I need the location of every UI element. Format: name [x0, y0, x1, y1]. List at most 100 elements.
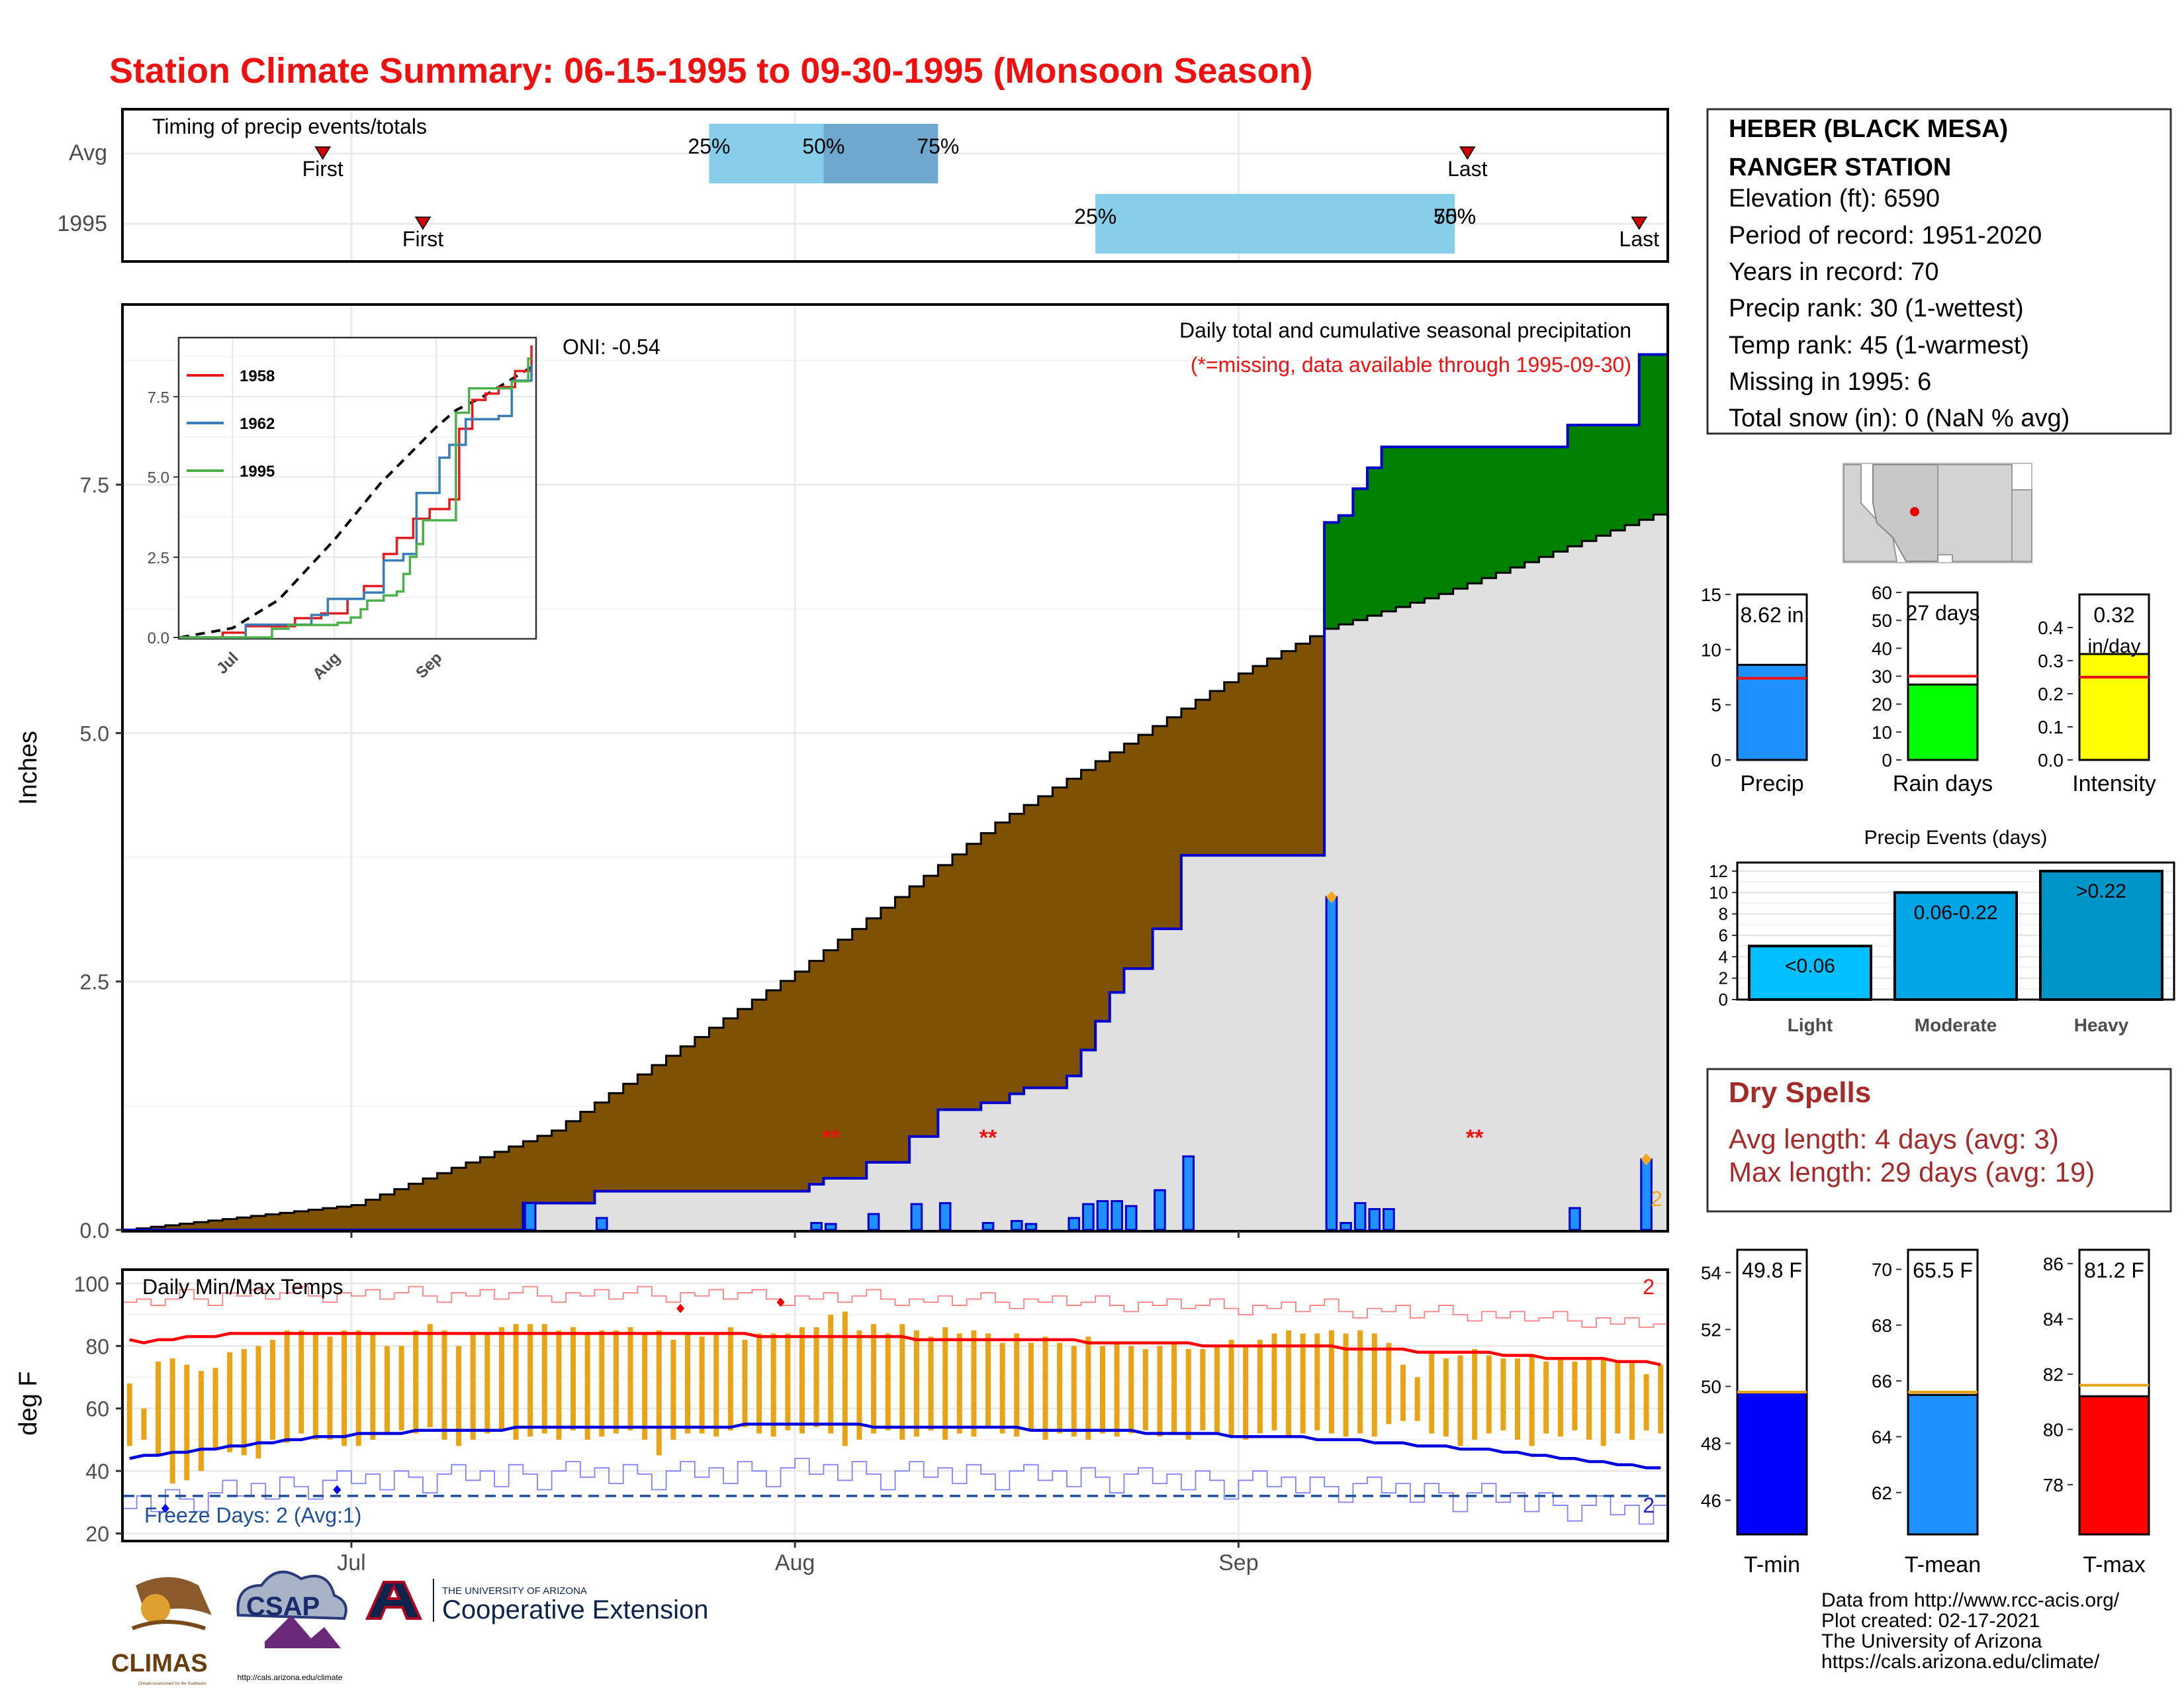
- deficit-area: [1238, 673, 1253, 856]
- deficit-area: [666, 1055, 681, 1192]
- deficit-area: [1138, 735, 1154, 969]
- summary-value-label: 81.2 F: [2084, 1258, 2144, 1282]
- state-outline-nm: [1937, 464, 2013, 562]
- daily-temp-bar: [370, 1333, 376, 1440]
- daily-precip-bar: [867, 1213, 880, 1231]
- csap-logo: CSAP http://cals.arizona.edu/climate: [236, 1570, 347, 1682]
- daily-temp-bar: [1314, 1333, 1320, 1430]
- main-chart-title: Daily total and cumulative seasonal prec…: [1179, 318, 1631, 342]
- figure-title: Station Climate Summary: 06-15-1995 to 0…: [109, 51, 1313, 91]
- timing-last-label: Last: [1619, 227, 1660, 251]
- main-ytick-label: 2.5: [80, 970, 109, 994]
- temp-ytick-label: 60: [85, 1397, 109, 1421]
- inset-series-line-1995: [180, 357, 532, 639]
- timing-label: Timing of precip events/totals: [152, 115, 427, 138]
- daily-temp-bar: [584, 1333, 590, 1440]
- main-ytick-label: 7.5: [80, 473, 109, 497]
- daily-temp-bar: [1472, 1349, 1478, 1440]
- daily-temp-bar: [1629, 1361, 1635, 1440]
- missing-marker: **: [1466, 1125, 1484, 1150]
- daily-temp-bar: [670, 1339, 676, 1440]
- daily-temp-bar: [871, 1324, 877, 1434]
- record-high-marker: [776, 1297, 785, 1307]
- daily-temp-bar: [713, 1333, 719, 1437]
- daily-precip-bar: [981, 1221, 995, 1231]
- daily-temp-bar: [470, 1333, 476, 1440]
- events-category-label: Moderate: [1915, 1015, 1997, 1035]
- inset-legend-label: 1995: [240, 463, 275, 481]
- daily-temp-bar: [742, 1339, 748, 1428]
- main-count-label: 2: [1651, 1187, 1662, 1211]
- daily-temp-bar: [1514, 1358, 1520, 1440]
- events-ytick-label: 10: [1709, 882, 1728, 902]
- daily-temp-bar: [1042, 1336, 1048, 1440]
- inset-series-line-1958: [180, 345, 533, 639]
- summary-ytick-label: 20: [1872, 694, 1892, 715]
- daily-temp-bar: [456, 1346, 462, 1446]
- deficit-area: [480, 1157, 495, 1230]
- daily-temp-bar: [913, 1330, 919, 1437]
- surplus-area: [1596, 425, 1612, 536]
- record-low-line: [122, 1458, 1668, 1525]
- dry-spells-avg: Avg length: 4 days (avg: 3): [1729, 1123, 2059, 1154]
- deficit-area: [981, 833, 996, 1103]
- deficit-area: [838, 939, 853, 1178]
- summary-ytick-label: 80: [2043, 1419, 2064, 1440]
- summary-value-bar: [1736, 663, 1808, 761]
- timing-first-label: First: [402, 227, 443, 251]
- station-info-line: Precip rank: 30 (1-wettest): [1729, 295, 2024, 322]
- daily-precip-bar: [1024, 1223, 1038, 1231]
- deficit-area: [752, 1000, 767, 1192]
- summary-panel-label: Precip: [1740, 771, 1803, 796]
- surplus-area: [1424, 447, 1439, 598]
- deficit-area: [923, 875, 938, 1137]
- precip-events-panel: Precip Events (days) <0.06 Light 0.06-0.22…: [1709, 827, 2175, 1035]
- deficit-area: [680, 1046, 696, 1192]
- summary-ytick-label: 30: [1872, 667, 1892, 687]
- daily-temp-bar: [813, 1327, 819, 1428]
- daily-precip-bar: [523, 1201, 537, 1231]
- surplus-area: [1467, 447, 1482, 584]
- daily-temp-bar: [1171, 1342, 1177, 1434]
- timing-first-label: First: [302, 157, 343, 181]
- daily-temp-bar: [1371, 1333, 1377, 1437]
- summary-ytick-label: 86: [2043, 1254, 2064, 1274]
- summary-ytick-label: 68: [1872, 1315, 1892, 1336]
- oni-label: ONI: -0.54: [563, 335, 660, 359]
- daily-temp-bar: [1271, 1333, 1277, 1430]
- daily-temp-bar: [398, 1346, 404, 1430]
- surplus-area: [1582, 425, 1597, 541]
- temp-xtick-label: Sep: [1218, 1550, 1259, 1575]
- normal-max-line: [129, 1332, 1661, 1366]
- deficit-area: [537, 1135, 553, 1203]
- summary-value-bar: [1907, 1393, 1979, 1536]
- summary-ytick-label: 10: [1872, 722, 1892, 743]
- timing-quartile-bar: [1095, 194, 1455, 254]
- footer-line: Data from http://www.rcc-acis.org/: [1821, 1589, 2120, 1611]
- events-ytick-label: 8: [1719, 904, 1728, 924]
- daily-precip-bar: [1082, 1203, 1095, 1231]
- inset-series-line-1962: [180, 364, 533, 639]
- daily-precip-bar: [1096, 1199, 1109, 1231]
- deficit-area: [408, 1184, 424, 1230]
- events-ytick-label: 0: [1719, 990, 1728, 1009]
- temp-count-bottom: 2: [1643, 1493, 1655, 1517]
- summary-ytick-label: 0.4: [2038, 618, 2064, 638]
- daily-temp-bar: [1543, 1361, 1549, 1434]
- temp-xtick-label: Aug: [775, 1550, 815, 1575]
- daily-temp-bar: [1486, 1355, 1492, 1434]
- summary-ytick-label: 46: [1701, 1490, 1721, 1511]
- deficit-area: [451, 1168, 467, 1230]
- daily-temp-bar: [1200, 1349, 1206, 1430]
- deficit-area: [465, 1162, 481, 1230]
- main-chart-subtitle: (*=missing, data available through 1995-…: [1191, 353, 1631, 377]
- daily-temp-bar: [284, 1330, 290, 1443]
- deficit-area: [709, 1027, 724, 1192]
- daily-temp-bar: [341, 1330, 347, 1446]
- events-ytick-label: 2: [1719, 968, 1728, 988]
- summary-value-label: 49.8 F: [1742, 1258, 1802, 1282]
- deficit-area: [952, 854, 968, 1110]
- daily-temp-bar: [384, 1346, 390, 1434]
- surplus-area: [1481, 447, 1497, 579]
